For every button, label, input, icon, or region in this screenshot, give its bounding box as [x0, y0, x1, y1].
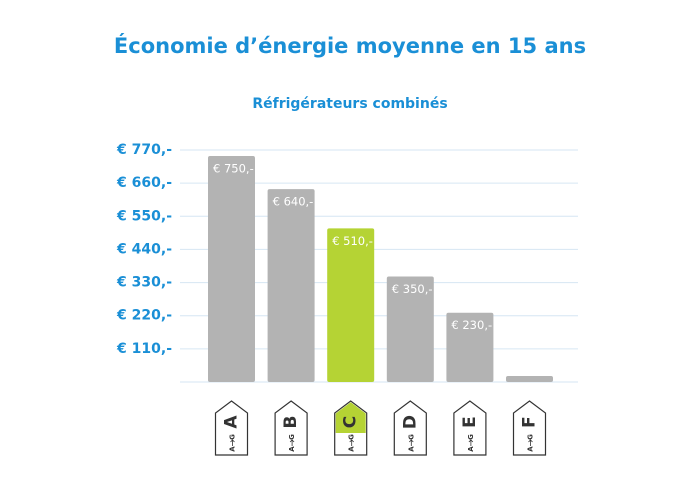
bar — [446, 312, 494, 382]
x-tick-label: F — [520, 416, 540, 428]
bar — [267, 189, 315, 382]
scale-arrow — [230, 439, 235, 446]
bar — [208, 156, 255, 382]
y-tick-label: € 770,- — [116, 142, 172, 158]
scale-label: A — [407, 446, 415, 452]
chart-title: Économie d’énergie moyenne en 15 ans — [114, 33, 586, 58]
scale-label: G — [467, 434, 475, 440]
x-tick-label: E — [460, 416, 480, 428]
value-label: € 350,- — [392, 282, 433, 296]
scale-label: G — [288, 434, 296, 440]
y-tick-label: € 330,- — [116, 275, 172, 291]
x-tick-label: B — [281, 416, 301, 429]
energy-label-icon — [274, 400, 308, 456]
scale-label: A — [288, 446, 296, 452]
scale-label: A — [229, 446, 237, 452]
x-tick-label: D — [400, 415, 420, 429]
scale-arrow — [528, 439, 533, 446]
x-tick-label: C — [341, 416, 361, 428]
scale-label: G — [407, 434, 415, 440]
y-tick-label: € 660,- — [116, 175, 172, 191]
y-tick-label: € 110,- — [116, 341, 172, 357]
bar — [506, 375, 553, 382]
y-tick-label: € 220,- — [116, 308, 172, 324]
scale-label: A — [527, 446, 535, 452]
scale-label: G — [229, 434, 237, 440]
scale-label: G — [348, 434, 356, 440]
scale-label: G — [527, 434, 535, 440]
chart-subtitle: Réfrigérateurs combinés — [252, 96, 447, 112]
scale-label: A — [467, 446, 475, 452]
value-label: € 640,- — [273, 195, 314, 209]
energy-label-icon — [214, 400, 249, 456]
scale-arrow — [289, 439, 295, 446]
energy-label-icon — [453, 400, 487, 456]
energy-label-highlight — [335, 402, 366, 433]
scale-arrow — [468, 439, 474, 446]
bar — [386, 276, 434, 382]
energy-label-icon — [512, 400, 547, 456]
scale-arrow — [409, 439, 414, 446]
scale-label: A — [348, 446, 356, 452]
bar — [327, 228, 375, 382]
y-tick-label: € 440,- — [116, 241, 172, 257]
value-label: € 750,- — [213, 162, 254, 176]
value-label: € 230,- — [451, 318, 492, 332]
energy-label-icon — [393, 400, 427, 456]
y-tick-label: € 550,- — [116, 208, 172, 224]
value-label: € 510,- — [332, 234, 373, 248]
scale-arrow — [349, 439, 354, 446]
x-tick-label: A — [222, 415, 242, 429]
